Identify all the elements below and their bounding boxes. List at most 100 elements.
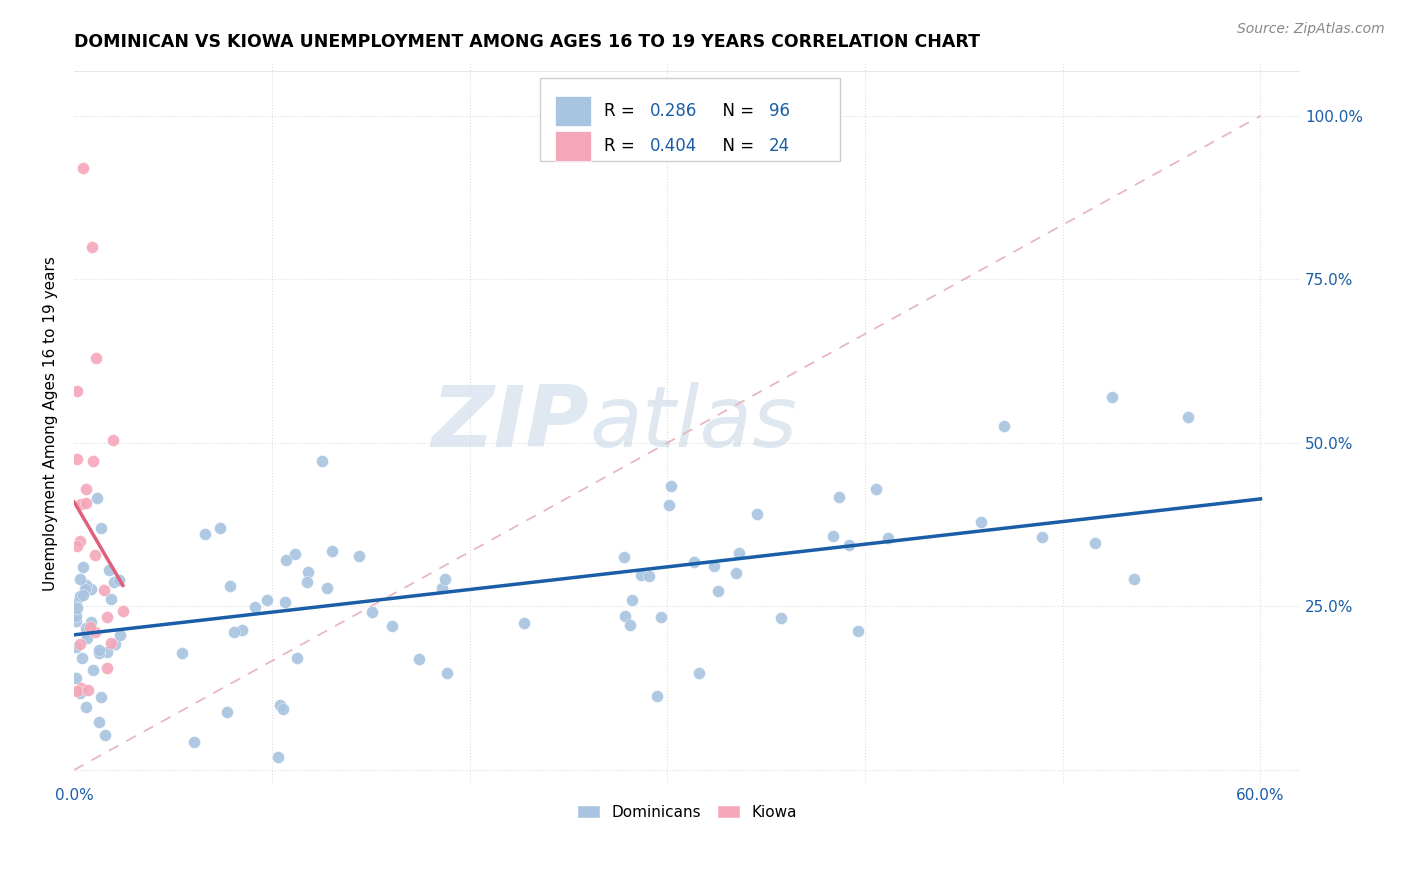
Point	[72, 161, 94, 176]
Point	[75, 625, 97, 640]
Point	[271, 702, 294, 716]
Point	[1101, 390, 1123, 404]
Point	[84, 548, 107, 562]
Point	[970, 515, 993, 529]
Point	[100, 636, 122, 650]
Point	[658, 498, 681, 512]
Point	[285, 651, 308, 665]
Point	[82, 663, 104, 677]
Point	[827, 490, 849, 504]
Point	[90, 521, 112, 535]
Point	[86, 351, 108, 365]
Point	[80, 615, 103, 630]
Bar	[554, 95, 592, 126]
Point	[75, 621, 97, 635]
Legend: Dominicans, Kiowa: Dominicans, Kiowa	[571, 798, 803, 826]
Point	[111, 604, 134, 618]
Point	[72, 588, 94, 602]
Point	[170, 646, 193, 660]
Point	[75, 483, 97, 497]
Text: R =: R =	[603, 136, 640, 154]
Point	[707, 583, 730, 598]
Point	[104, 637, 127, 651]
Point	[823, 528, 845, 542]
Point	[65, 671, 87, 685]
Point	[103, 575, 125, 590]
Point	[76, 682, 98, 697]
Point	[770, 611, 793, 625]
Point	[108, 628, 131, 642]
Point	[65, 609, 87, 624]
Point	[724, 566, 747, 580]
Point	[243, 599, 266, 614]
Point	[295, 575, 318, 590]
Text: N =: N =	[711, 102, 759, 120]
Text: DOMINICAN VS KIOWA UNEMPLOYMENT AMONG AGES 16 TO 19 YEARS CORRELATION CHART: DOMINICAN VS KIOWA UNEMPLOYMENT AMONG AG…	[75, 33, 980, 51]
Bar	[554, 130, 592, 161]
Point	[100, 591, 122, 606]
Y-axis label: Unemployment Among Ages 16 to 19 years: Unemployment Among Ages 16 to 19 years	[44, 256, 58, 591]
Point	[311, 454, 333, 468]
Point	[75, 577, 97, 591]
Point	[274, 595, 297, 609]
Point	[108, 573, 131, 587]
Point	[69, 685, 91, 699]
Text: atlas: atlas	[589, 382, 797, 465]
Point	[688, 665, 710, 680]
Point	[619, 617, 641, 632]
Point	[432, 581, 454, 595]
Point	[83, 625, 105, 640]
Point	[79, 620, 101, 634]
Point	[66, 384, 89, 398]
Point	[512, 616, 534, 631]
Point	[82, 454, 104, 468]
Point	[267, 750, 290, 764]
Point	[1084, 536, 1107, 550]
Point	[69, 533, 91, 548]
Point	[93, 583, 115, 598]
Point	[66, 451, 89, 466]
Point	[728, 546, 751, 560]
Text: 0.404: 0.404	[651, 136, 697, 154]
Point	[66, 539, 89, 553]
Text: Source: ZipAtlas.com: Source: ZipAtlas.com	[1237, 22, 1385, 37]
Point	[1122, 572, 1144, 586]
Point	[269, 698, 291, 712]
Point	[66, 601, 89, 615]
Point	[621, 593, 644, 607]
FancyBboxPatch shape	[540, 78, 841, 161]
Point	[66, 684, 89, 698]
Point	[70, 651, 93, 665]
Point	[683, 555, 706, 569]
Point	[96, 661, 118, 675]
Point	[80, 582, 103, 596]
Point	[231, 623, 253, 637]
Point	[703, 559, 725, 574]
Point	[65, 614, 87, 628]
Point	[381, 618, 404, 632]
Point	[1031, 531, 1053, 545]
Point	[436, 666, 458, 681]
Point	[76, 631, 98, 645]
Point	[647, 689, 669, 703]
Point	[101, 433, 124, 447]
Point	[209, 521, 232, 535]
Text: 24: 24	[769, 136, 790, 154]
Point	[69, 589, 91, 603]
Point	[347, 549, 370, 563]
Point	[73, 582, 96, 596]
Point	[1177, 409, 1199, 424]
Point	[96, 610, 118, 624]
Point	[659, 479, 682, 493]
Point	[638, 569, 661, 583]
Point	[94, 728, 117, 742]
Point	[96, 645, 118, 659]
Point	[838, 538, 860, 552]
Point	[297, 565, 319, 579]
Point	[89, 690, 111, 704]
Point	[87, 646, 110, 660]
Point	[183, 735, 205, 749]
Point	[89, 714, 111, 729]
Text: 96: 96	[769, 102, 790, 120]
Point	[630, 568, 652, 582]
